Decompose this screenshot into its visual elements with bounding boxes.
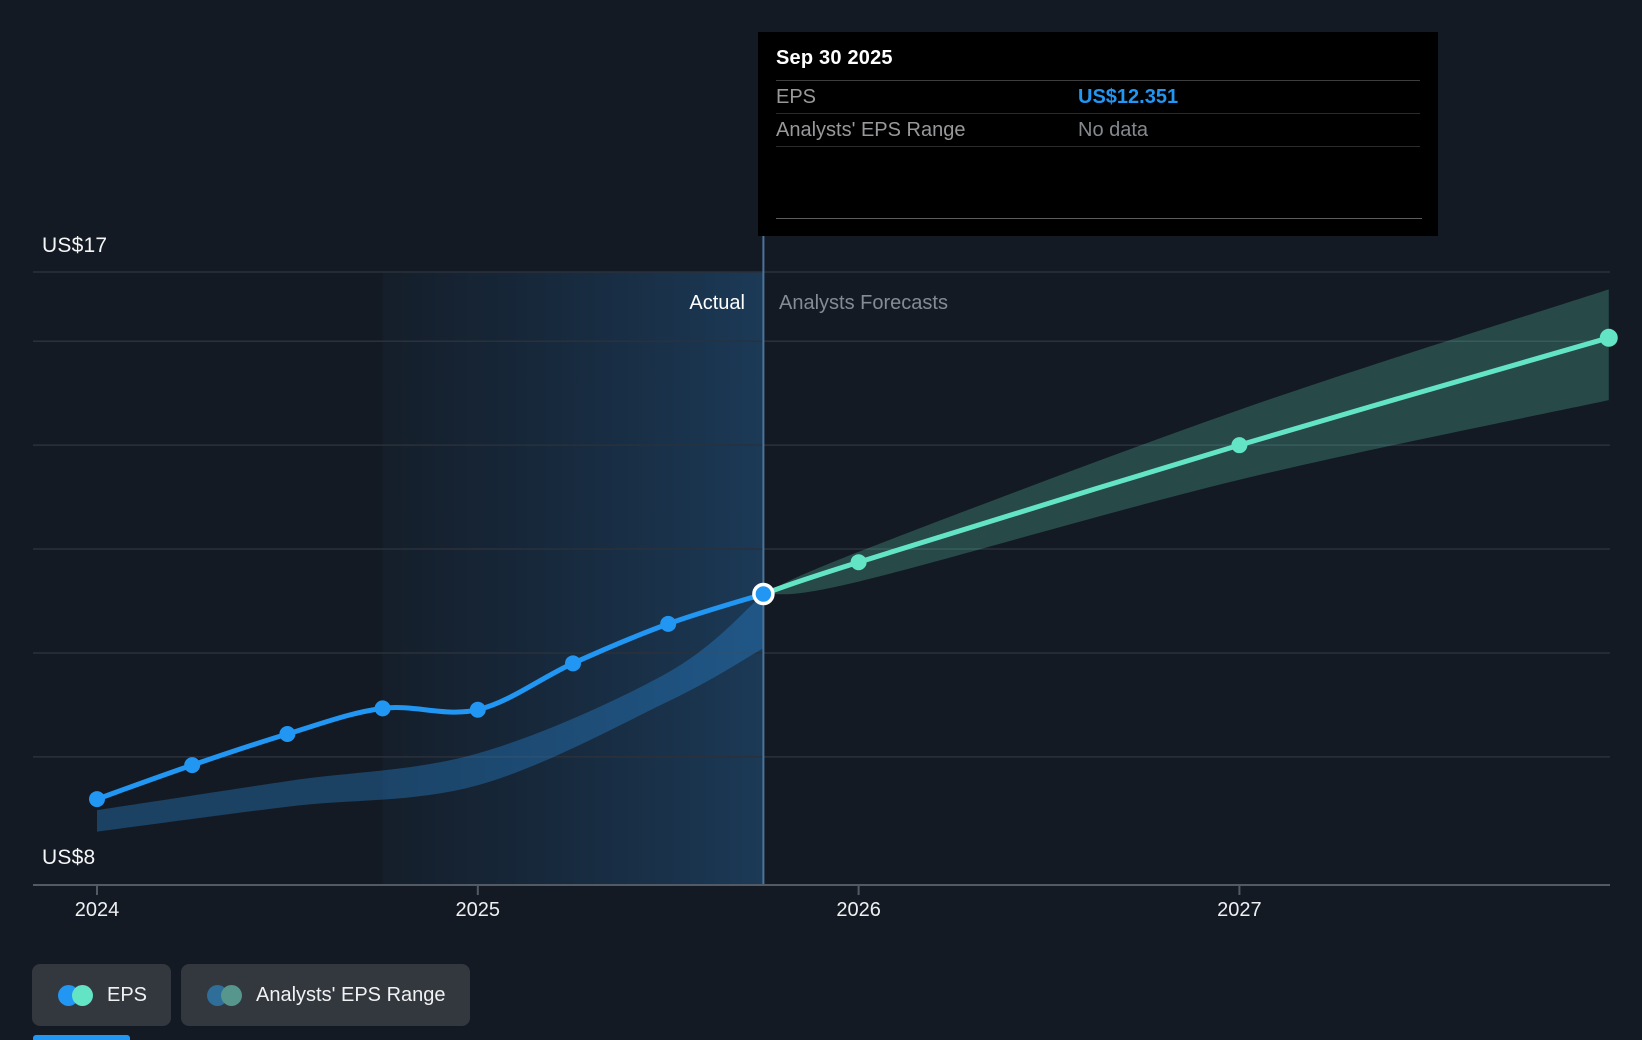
eps-point[interactable] (184, 757, 201, 774)
forecast-eps-range-band (763, 289, 1609, 595)
y-axis-label-max: US$17 (42, 234, 108, 257)
tooltip-eps-value: US$12.351 (1078, 85, 1179, 108)
tooltip-range-value: No data (1078, 118, 1149, 141)
x-axis-labels: 2024 2025 2026 2027 (0, 899, 1642, 929)
actual-period-highlight (382, 272, 764, 885)
forecast-point[interactable] (850, 554, 867, 571)
eps-point[interactable] (469, 701, 486, 718)
clipped-element-bottom (33, 1035, 130, 1040)
x-axis-label-2027: 2027 (1217, 899, 1262, 921)
past-eps-range-band (97, 594, 764, 832)
eps-point[interactable] (89, 791, 105, 808)
eps-point[interactable] (279, 725, 296, 742)
eps-point[interactable] (660, 615, 677, 632)
legend-range-label: Analysts' EPS Range (256, 983, 446, 1006)
y-axis-label-min: US$8 (42, 846, 96, 869)
forecast-line (760, 335, 1612, 597)
analyst-range-bands (97, 289, 1609, 832)
legend-item-analysts-range[interactable]: Analysts' EPS Range (181, 964, 470, 1026)
selected-point[interactable] (752, 582, 775, 606)
x-axis-label-2024: 2024 (74, 899, 120, 921)
eps-point[interactable] (374, 700, 391, 717)
data-points[interactable] (89, 328, 1618, 808)
range-legend-dots-icon (207, 984, 243, 1006)
eps-point[interactable] (565, 655, 581, 672)
chart-tooltip: Sep 30 2025 EPS US$12.351 Analysts' EPS … (758, 32, 1438, 236)
gridlines (33, 271, 1610, 758)
x-axis-label-2026: 2026 (836, 899, 881, 921)
chart-legend: EPS Analysts' EPS Range (32, 964, 470, 1026)
eps-legend-dots-icon (58, 984, 93, 1006)
tooltip-row-range: Analysts' EPS Range No data (776, 114, 1420, 147)
x-axis (33, 884, 1610, 895)
x-axis-label-2025: 2025 (455, 899, 501, 921)
legend-item-eps[interactable]: EPS (32, 964, 172, 1026)
forecast-point[interactable] (1599, 328, 1618, 347)
tooltip-row-eps: EPS US$12.351 (776, 81, 1420, 114)
legend-eps-label: EPS (107, 983, 148, 1006)
tooltip-eps-label: EPS (776, 85, 817, 108)
forecast-section-label: Analysts Forecasts (779, 292, 948, 314)
tooltip-divider (776, 218, 1422, 219)
tooltip-date: Sep 30 2025 (776, 45, 1420, 81)
tooltip-range-label: Analysts' EPS Range (776, 118, 966, 141)
forecast-point[interactable] (1231, 437, 1248, 454)
actual-section-label: Actual (689, 292, 745, 314)
